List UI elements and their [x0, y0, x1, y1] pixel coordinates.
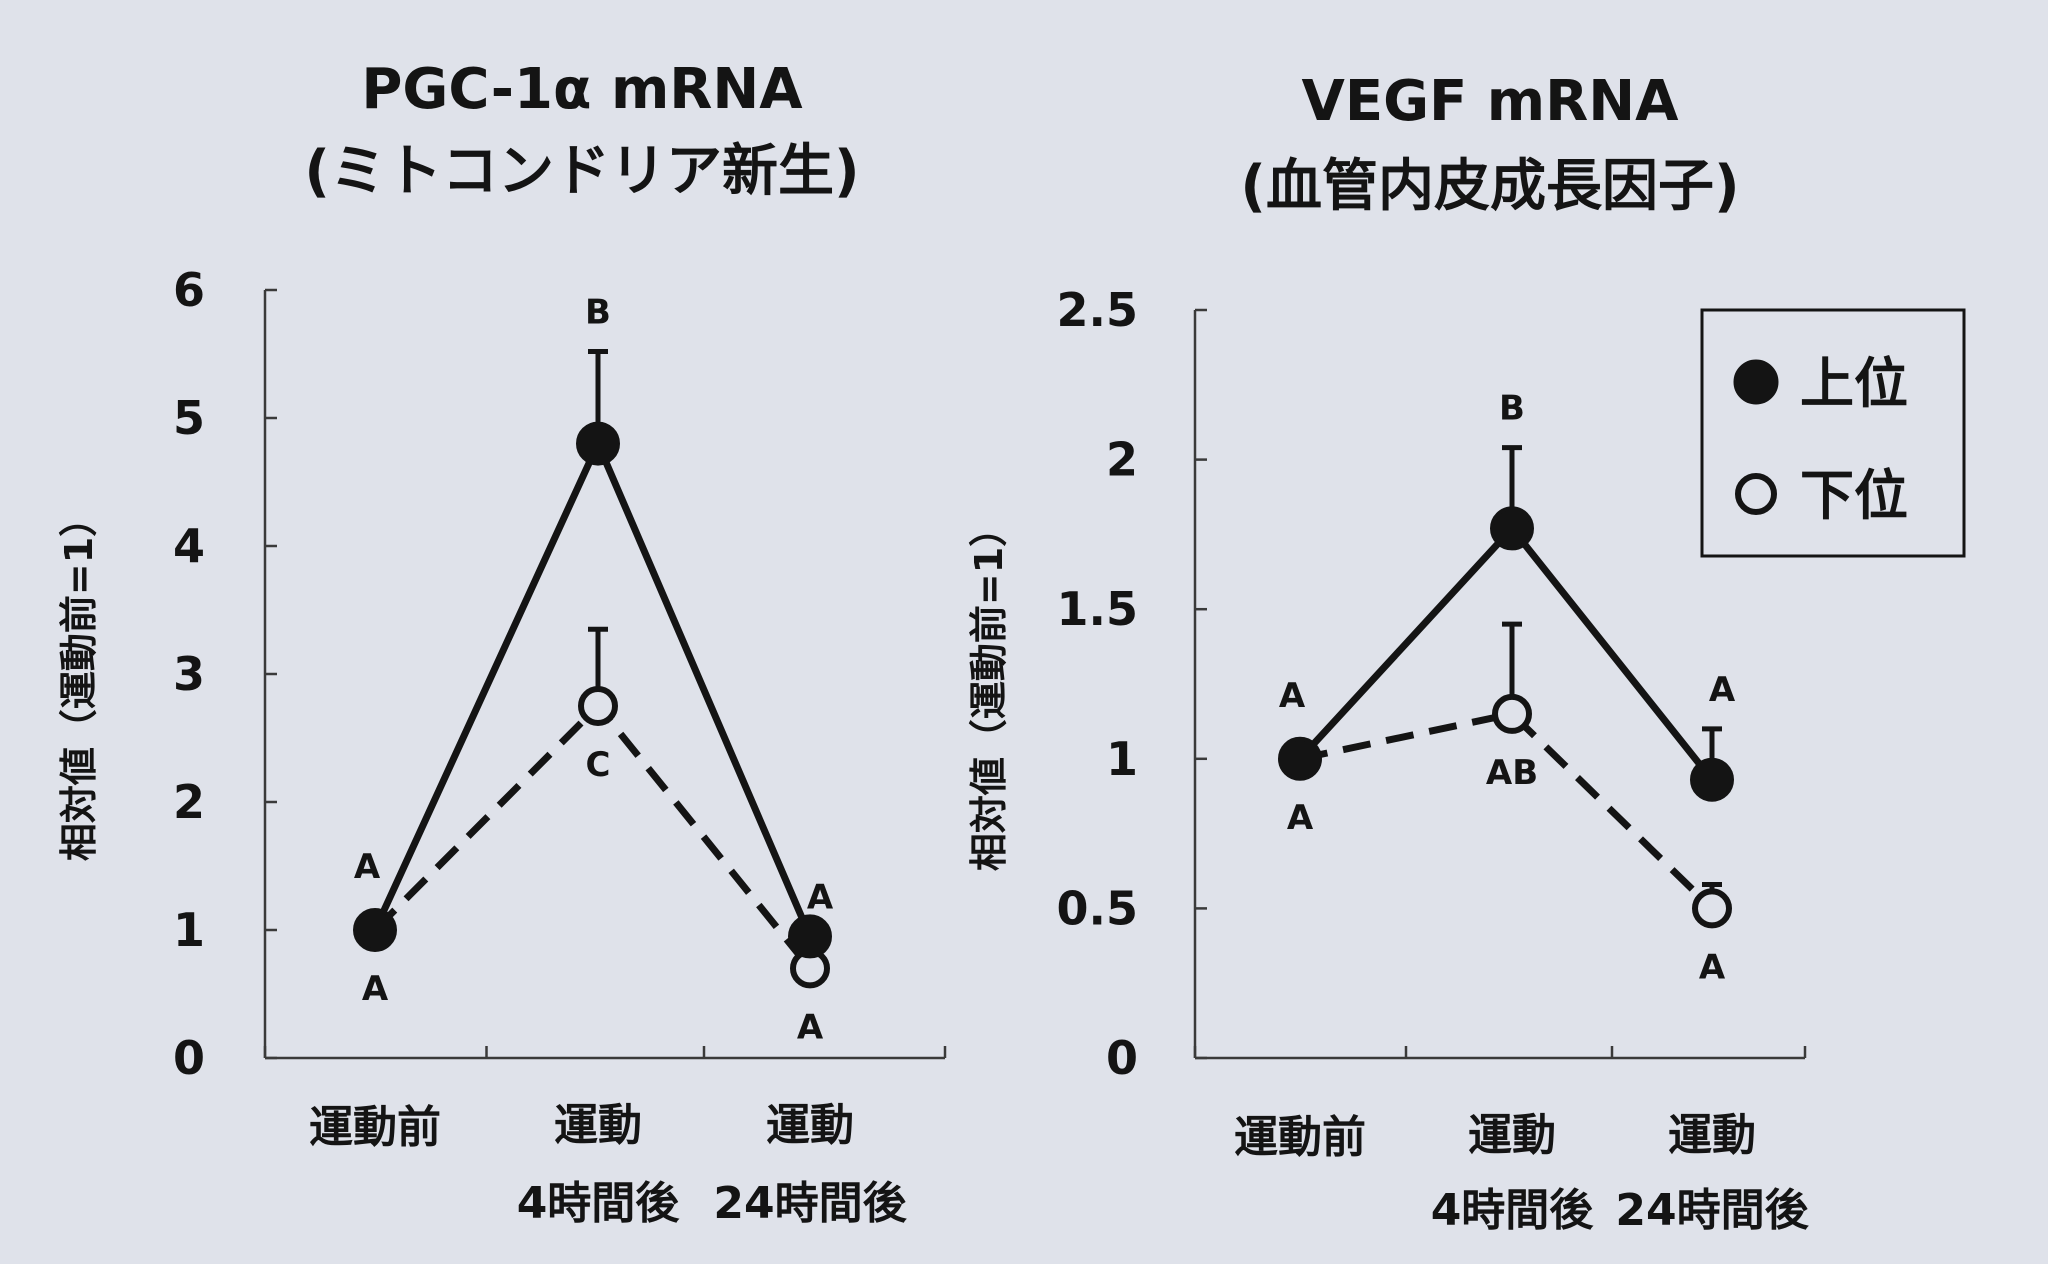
y-tick-label: 4: [173, 519, 205, 573]
data-point-open: [1492, 693, 1532, 734]
data-point-filled: [1490, 506, 1534, 551]
y-tick-label: 0.5: [1057, 881, 1139, 935]
y-axis-label: 相対値（運動前=1）: [967, 509, 1011, 871]
chart-pgc1a: PGC-1α mRNA (ミトコンドリア新生) 0 1 2 3 4 5 6 相対値（運動前=1…: [57, 57, 947, 1229]
significance-label: A: [1709, 670, 1736, 710]
data-point-filled: [1690, 757, 1734, 802]
significance-label: AB: [1486, 753, 1538, 793]
x-category-label: 運動: [554, 1100, 642, 1151]
y-tick-label: 1: [1106, 732, 1138, 786]
y-tick-label: 1.5: [1057, 582, 1139, 636]
x-category-label: 運動: [766, 1100, 854, 1151]
y-axis-label: 相対値（運動前=1）: [57, 499, 101, 861]
data-point-open: [1692, 888, 1732, 929]
x-category-label: 24時間後: [713, 1178, 907, 1229]
series-line: [1297, 524, 1715, 782]
significance-label: B: [585, 292, 611, 332]
significance-label: A: [362, 969, 389, 1009]
legend: 上位 下位: [1700, 308, 1966, 558]
data-point-filled: [353, 908, 397, 952]
data-point-filled: [1278, 736, 1322, 781]
legend-label: 下位: [1800, 464, 1908, 527]
significance-label: B: [1499, 389, 1525, 429]
x-category-label: 4時間後: [517, 1178, 681, 1229]
significance-label: A: [807, 877, 834, 917]
y-tick-label: 1: [173, 903, 205, 957]
significance-label: A: [797, 1007, 824, 1047]
legend-marker-open: [1735, 473, 1777, 515]
significance-label: A: [1699, 947, 1726, 987]
x-category-label: 運動: [1468, 1110, 1556, 1161]
legend-box: [1700, 308, 1966, 558]
data-point-filled: [788, 914, 832, 959]
significance-label: A: [1287, 798, 1314, 838]
series-line: [1299, 710, 1715, 911]
chart-title: PGC-1α mRNA: [361, 57, 803, 122]
x-category-label: 運動: [1668, 1110, 1756, 1161]
chart-subtitle: (血管内皮成長因子): [1240, 154, 1739, 219]
y-tick-label: 0: [1106, 1031, 1138, 1085]
chart-vegf: VEGF mRNA (血管内皮成長因子) 0 0.5 1 1.5 2 2.5 相対値（運動前…: [967, 69, 1810, 1236]
x-category-label: 運動前: [1234, 1112, 1366, 1163]
x-category-label: 4時間後: [1431, 1185, 1595, 1236]
legend-label: 上位: [1800, 352, 1908, 415]
y-tick-label: 6: [173, 263, 205, 317]
y-tick-label: 0: [173, 1031, 205, 1085]
y-tick-label: 2: [1106, 433, 1138, 487]
legend-marker-filled: [1733, 359, 1779, 405]
y-tick-label: 3: [173, 647, 205, 701]
significance-label: C: [586, 745, 611, 785]
chart-title: VEGF mRNA: [1302, 69, 1680, 134]
y-tick-label: 2.5: [1057, 283, 1139, 337]
y-tick-label: 5: [173, 391, 205, 445]
data-point-filled: [576, 421, 620, 466]
chart-subtitle: (ミトコンドリア新生): [304, 139, 859, 204]
x-category-label: 運動前: [309, 1102, 441, 1153]
x-category-label: 24時間後: [1615, 1185, 1809, 1236]
significance-label: A: [354, 847, 381, 887]
y-tick-label: 2: [173, 775, 205, 829]
data-point-open: [578, 686, 618, 726]
significance-label: A: [1279, 676, 1306, 716]
